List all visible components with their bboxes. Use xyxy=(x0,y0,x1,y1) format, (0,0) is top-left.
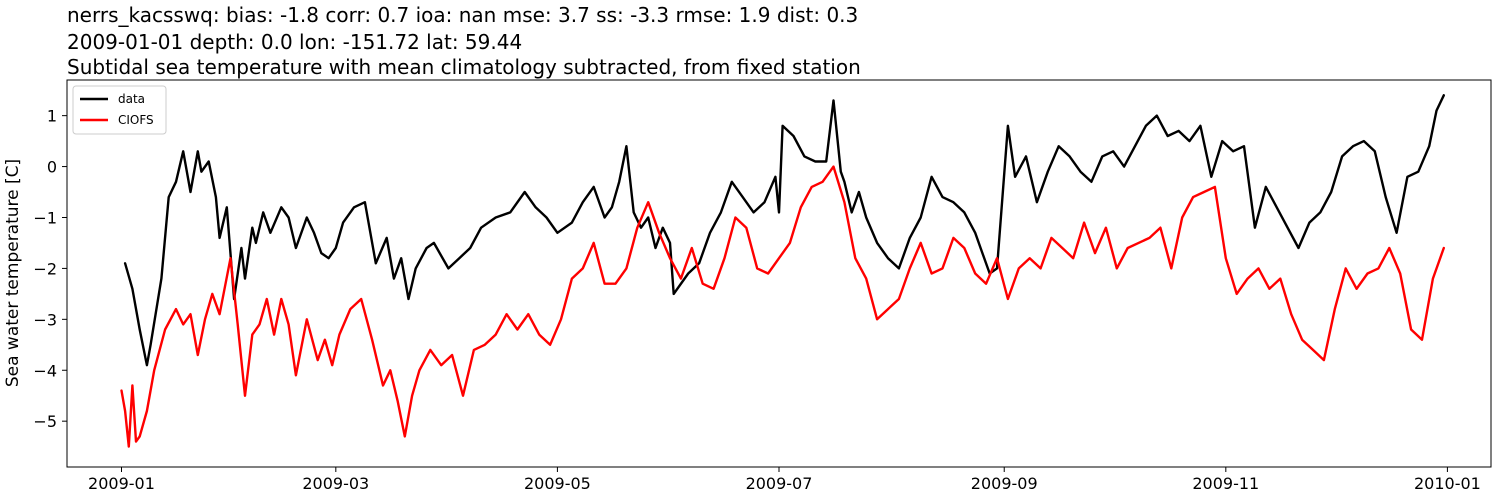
y-tick-label: −3 xyxy=(33,310,57,329)
legend: data CIOFS xyxy=(72,85,167,135)
station-info-title: 2009-01-01 depth: 0.0 lon: -151.72 lat: … xyxy=(67,30,523,54)
metrics-title: nerrs_kacsswq: bias: -1.8 corr: 0.7 ioa:… xyxy=(67,3,859,27)
series-line-data xyxy=(123,94,1446,367)
y-axis: −5 −4 −3 −2 −1 0 1 xyxy=(33,107,67,431)
legend-label-ciofs: CIOFS xyxy=(118,113,154,127)
series-layer xyxy=(120,94,1446,448)
y-tick-label: −4 xyxy=(33,361,57,380)
plot-area-frame xyxy=(66,79,1492,468)
x-axis: 2009-01 2009-03 2009-05 2009-07 2009-09 2009-… xyxy=(88,467,1481,493)
x-tick-label: 2009-11 xyxy=(1192,474,1259,493)
legend-label-data: data xyxy=(118,92,145,106)
x-tick-label: 2009-09 xyxy=(971,474,1038,493)
y-tick-label: −2 xyxy=(33,259,57,278)
series-line-ciofs xyxy=(120,165,1446,448)
x-tick-label: 2010-01 xyxy=(1414,474,1481,493)
y-tick-label: 0 xyxy=(47,158,57,177)
chart-title: Subtidal sea temperature with mean clima… xyxy=(67,55,861,79)
y-axis-label: Sea water temperature [C] xyxy=(3,159,23,387)
x-tick-label: 2009-03 xyxy=(302,474,369,493)
y-tick-label: −5 xyxy=(33,412,57,431)
x-tick-label: 2009-01 xyxy=(88,474,155,493)
x-tick-label: 2009-05 xyxy=(524,474,591,493)
y-tick-label: 1 xyxy=(47,107,57,126)
y-tick-label: −1 xyxy=(33,208,57,227)
x-tick-label: 2009-07 xyxy=(746,474,813,493)
